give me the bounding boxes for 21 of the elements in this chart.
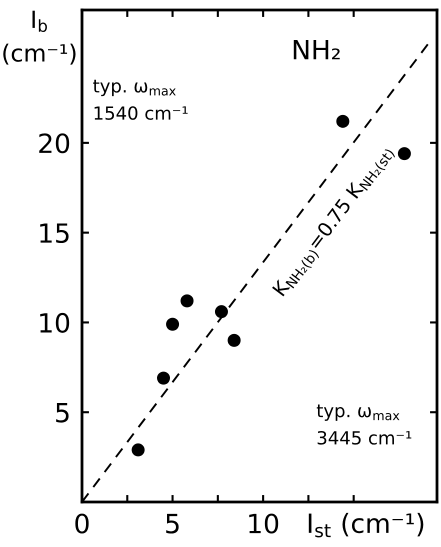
point <box>228 334 241 347</box>
y-tick-label: 20 <box>39 133 70 154</box>
x-tick-label: 0 <box>75 514 89 534</box>
y-tick-label: 10 <box>40 312 70 333</box>
x-axis-title: I$_{st}$ (cm⁻¹) <box>308 512 424 538</box>
y-tick-label: 5 <box>56 403 69 423</box>
text: NH₂ <box>294 40 340 60</box>
annotation: K$_{NH₂(b)}$=0.75 K$_{NH₂(st)}$ <box>272 143 396 300</box>
point <box>398 147 411 160</box>
point <box>166 318 180 331</box>
point <box>157 372 170 385</box>
annotation: typ. ω$_{max}$ 1540 cm⁻¹ <box>93 80 188 120</box>
point <box>336 114 350 128</box>
y-axis-title: I$_{b}$ (cm⁻¹) <box>3 10 76 65</box>
x-tick-label: 5 <box>166 514 179 534</box>
point <box>214 305 228 318</box>
annotation: typ. ω$_{max}$ 3445 cm⁻¹ <box>316 404 412 445</box>
point <box>132 443 145 456</box>
point <box>180 294 194 308</box>
y-tick-label: 15 <box>40 223 69 244</box>
x-tick-label: 10 <box>249 514 278 534</box>
